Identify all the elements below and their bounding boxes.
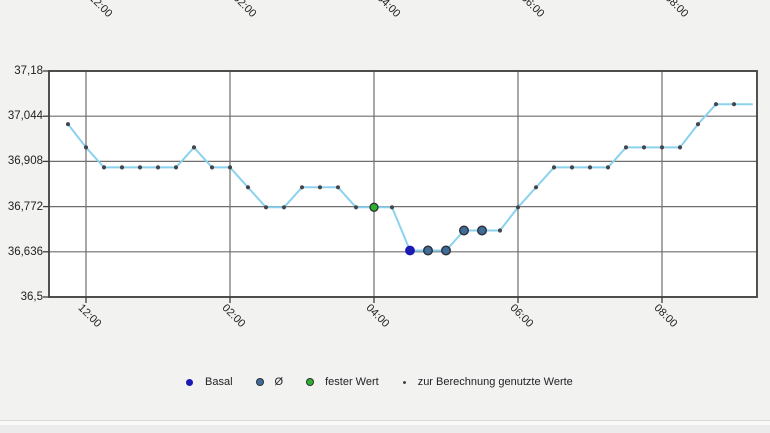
panel-divider <box>0 420 770 425</box>
y-tick-label: 37,044 <box>7 110 43 123</box>
data-point-used <box>677 145 683 150</box>
data-point-used <box>389 205 395 210</box>
data-point-used <box>713 102 719 107</box>
data-point-used <box>587 165 593 170</box>
data-point-used <box>101 165 107 170</box>
data-point-used <box>245 185 251 190</box>
legend-item-fixed-value: fester Wert <box>307 376 379 388</box>
legend-label-used-values: zur Berechnung genutzte Werte <box>417 376 573 388</box>
data-point-fixed <box>369 202 379 212</box>
data-point-used <box>155 165 161 170</box>
legend-item-basal: Basal <box>186 376 233 388</box>
bottom-panel <box>0 425 770 433</box>
legend-label-average: Ø <box>274 376 284 388</box>
plot-area <box>49 71 757 297</box>
data-point-used <box>605 165 611 170</box>
data-point-used <box>335 185 341 190</box>
data-point-used <box>263 205 269 210</box>
data-point-used <box>623 145 629 150</box>
data-point-used <box>569 165 575 170</box>
y-tick-label: 36,908 <box>7 155 43 168</box>
data-point-used <box>173 165 179 170</box>
legend-label-basal: Basal <box>205 376 233 388</box>
legend-item-used-values: zur Berechnung genutzte Werte <box>402 376 573 388</box>
fixed-value-marker-icon <box>307 379 314 385</box>
used-values-marker-icon <box>402 380 406 384</box>
legend-label-fixed-value: fester Wert <box>325 376 379 388</box>
data-point-used <box>515 205 521 210</box>
chart-legend: Basal Ø fester Wert zur Berechnung genut… <box>186 374 573 390</box>
legend-item-average: Ø <box>256 376 284 388</box>
data-point-avg <box>477 225 488 236</box>
data-point-used <box>119 165 125 170</box>
data-point-used <box>353 205 359 210</box>
data-point-used <box>551 165 557 170</box>
data-point-avg <box>441 245 452 256</box>
data-point-avg <box>423 245 434 256</box>
average-marker-icon <box>256 379 263 385</box>
data-point-used <box>695 122 701 127</box>
data-point-used <box>137 165 143 170</box>
data-point-used <box>731 102 737 107</box>
data-point-used <box>281 205 287 210</box>
data-point-used <box>641 145 647 150</box>
data-point-used <box>83 145 89 150</box>
data-point-used <box>191 145 197 150</box>
data-point-used <box>497 228 503 233</box>
data-point-basal <box>405 245 415 256</box>
plot-border <box>48 70 758 298</box>
y-tick-label: 36,636 <box>7 245 43 258</box>
data-point-used <box>299 185 305 190</box>
data-point-used <box>209 165 215 170</box>
data-point-used <box>659 145 665 150</box>
data-point-used <box>533 185 539 190</box>
y-tick-label: 36,772 <box>7 200 43 213</box>
y-tick-label: 36,5 <box>20 291 43 303</box>
data-point-used <box>65 122 71 127</box>
data-point-avg <box>459 225 470 236</box>
data-point-used <box>227 165 233 170</box>
basal-marker-icon <box>186 378 193 386</box>
data-point-used <box>317 185 323 190</box>
y-tick-label: 37,18 <box>14 65 43 77</box>
